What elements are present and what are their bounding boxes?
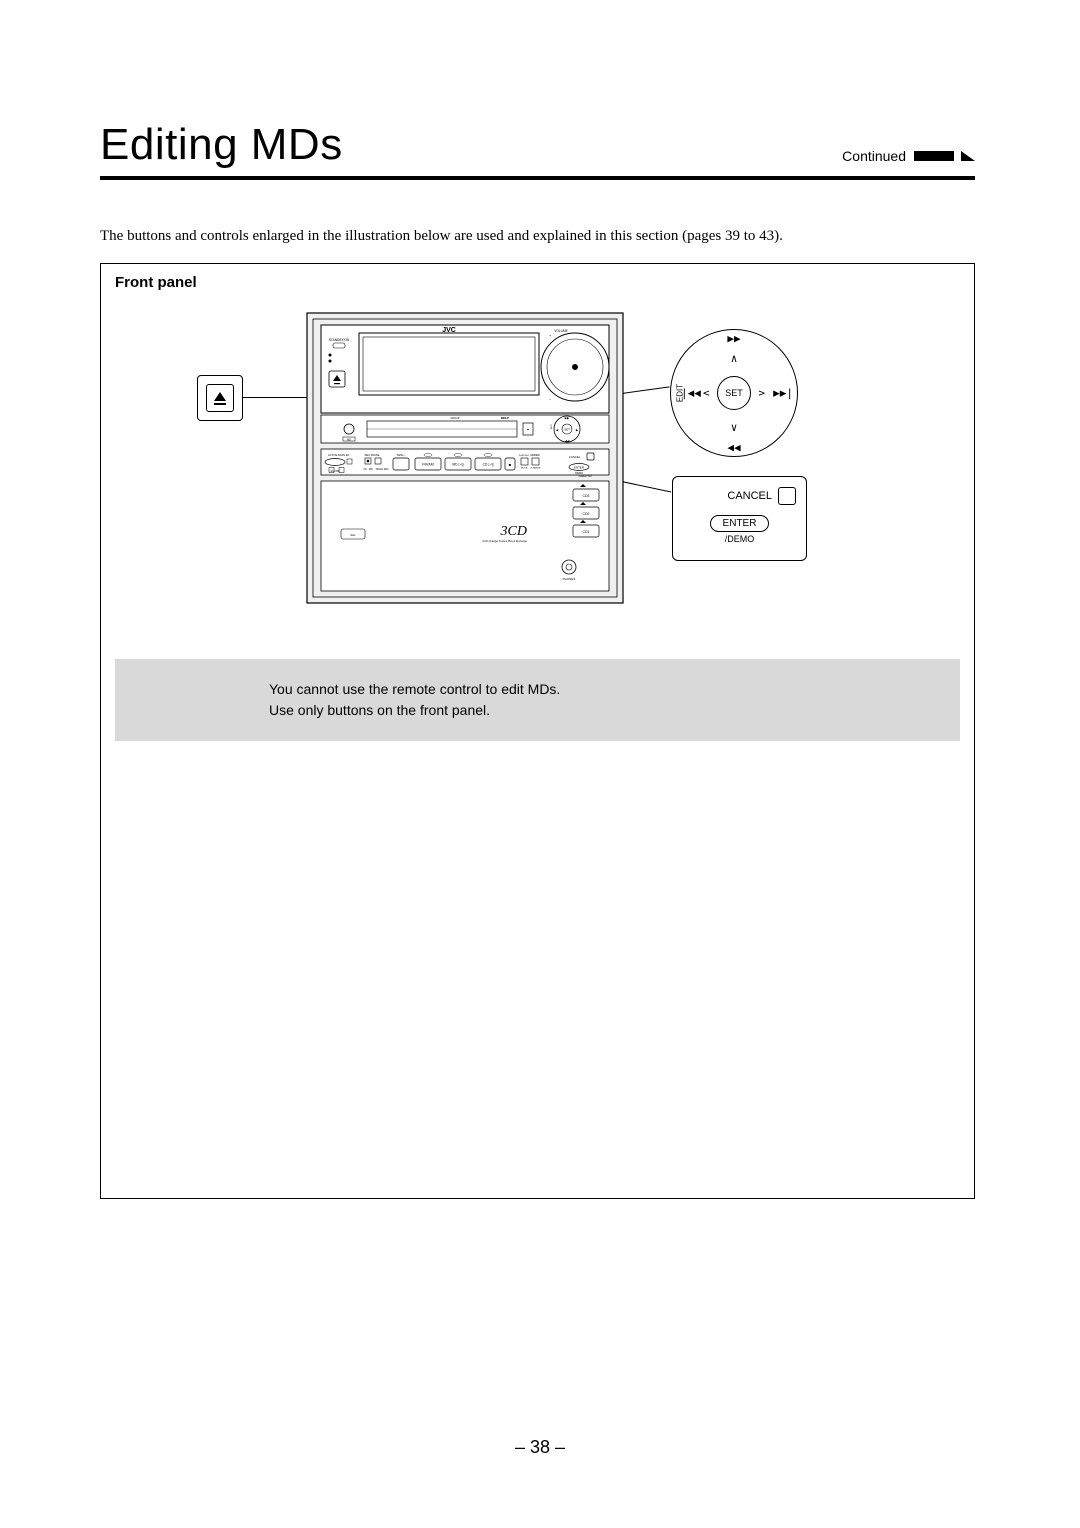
jog-rw-icon: ◀◀ xyxy=(727,441,740,454)
svg-text:▪: ▪ xyxy=(527,427,529,433)
svg-text:MODE: MODE xyxy=(521,468,528,470)
svg-text:CHARACTER: CHARACTER xyxy=(578,475,592,478)
jog-set-button: SET xyxy=(717,376,751,410)
svg-text:CD3: CD3 xyxy=(582,494,589,498)
device-illustration: JVC STANDBY/ON VOLUME + − xyxy=(305,311,625,611)
continued-label: Continued xyxy=(842,148,906,164)
callout-cancel-enter: CANCEL ENTER /DEMO xyxy=(672,476,807,561)
svg-text:EDIT: EDIT xyxy=(551,423,553,429)
svg-text:TAPE ▷: TAPE ▷ xyxy=(396,453,406,457)
callout-eject xyxy=(197,375,243,421)
svg-text:▶▶: ▶▶ xyxy=(565,416,570,420)
cancel-button-icon xyxy=(778,487,796,505)
jog-prev-icon: |◀◀ xyxy=(681,387,701,400)
svg-text:FM/AM: FM/AM xyxy=(422,463,433,467)
intro-text: The buttons and controls enlarged in the… xyxy=(100,228,975,245)
continued-indicator: Continued xyxy=(842,148,975,170)
svg-text:TRACK REC: TRACK REC xyxy=(375,468,389,471)
svg-text:GROUP: GROUP xyxy=(450,417,460,420)
svg-text:VOLUME: VOLUME xyxy=(554,329,567,333)
callout-jog-dial: SET EDIT ▶▶ ◀◀ ▶▶| |◀◀ ∧ ∨ < > xyxy=(670,329,798,457)
cancel-row: CANCEL xyxy=(683,487,796,505)
continued-arrow-icon xyxy=(961,151,975,161)
jog-dial-icon: SET EDIT ▶▶ ◀◀ ▶▶| |◀◀ ∧ ∨ < > xyxy=(670,329,798,457)
page-title: Editing MDs xyxy=(100,120,343,170)
eject-triangle-icon xyxy=(214,392,226,401)
jog-ff-icon: ▶▶ xyxy=(727,332,740,345)
svg-text:MD: MD xyxy=(347,439,351,442)
eject-bar-icon xyxy=(214,403,226,405)
svg-text:3-CD Changer System Play & Exc: 3-CD Changer System Play & Exchange xyxy=(482,540,527,543)
diagram-area: JVC STANDBY/ON VOLUME + − xyxy=(115,301,960,671)
note-line-1: You cannot use the remote control to edi… xyxy=(269,679,806,700)
enter-button-icon: ENTER xyxy=(710,515,770,532)
svg-text:MD ▷/||: MD ▷/|| xyxy=(452,463,463,467)
page-number: – 38 – xyxy=(0,1437,1080,1458)
cancel-label: CANCEL xyxy=(727,490,772,502)
svg-text:CD1: CD1 xyxy=(582,530,589,534)
svg-text:MDLP: MDLP xyxy=(501,416,509,420)
svg-text:ENTER: ENTER xyxy=(574,466,585,470)
demo-label: /DEMO xyxy=(725,534,755,544)
jog-up-icon: ∧ xyxy=(731,352,738,365)
note-line-2: Use only buttons on the front panel. xyxy=(269,700,806,721)
svg-text:3CD: 3CD xyxy=(500,524,527,539)
eject-button-icon xyxy=(206,384,234,412)
front-panel-label: Front panel xyxy=(115,274,960,291)
svg-text:REC PAUSE: REC PAUSE xyxy=(365,453,380,457)
enter-row: ENTER /DEMO xyxy=(683,515,796,544)
svg-text:/DEMO: /DEMO xyxy=(575,472,583,475)
svg-text:CD ▷/||: CD ▷/|| xyxy=(483,463,494,467)
front-panel-box: Front panel xyxy=(100,263,975,1199)
svg-text:disc: disc xyxy=(350,533,356,537)
svg-text:PHONES: PHONES xyxy=(563,577,576,581)
brand-text: JVC xyxy=(442,327,456,334)
svg-text:PLAY REC: PLAY REC xyxy=(519,454,530,457)
svg-text:DIMMER: DIMMER xyxy=(530,455,540,457)
svg-text:CANCEL: CANCEL xyxy=(569,455,581,459)
svg-text:◀◀: ◀◀ xyxy=(565,439,570,443)
svg-text:ACTIVE BASS EX.: ACTIVE BASS EX. xyxy=(328,453,350,457)
continued-bar-icon xyxy=(914,151,954,161)
svg-text:+/CHANGE: +/CHANGE xyxy=(529,467,541,470)
jog-next-icon: ▶▶| xyxy=(773,387,793,400)
title-row: Editing MDs Continued xyxy=(100,120,975,180)
note-band: You cannot use the remote control to edi… xyxy=(115,659,960,741)
svg-text:CD2: CD2 xyxy=(582,512,589,516)
jog-left-icon: < xyxy=(703,387,710,400)
standby-label: STANDBY/ON xyxy=(329,338,350,342)
svg-text:SET: SET xyxy=(564,428,570,432)
jog-down-icon: ∨ xyxy=(731,421,738,434)
svg-text:CD→MD: CD→MD xyxy=(363,469,373,471)
jog-right-icon: > xyxy=(758,387,765,400)
